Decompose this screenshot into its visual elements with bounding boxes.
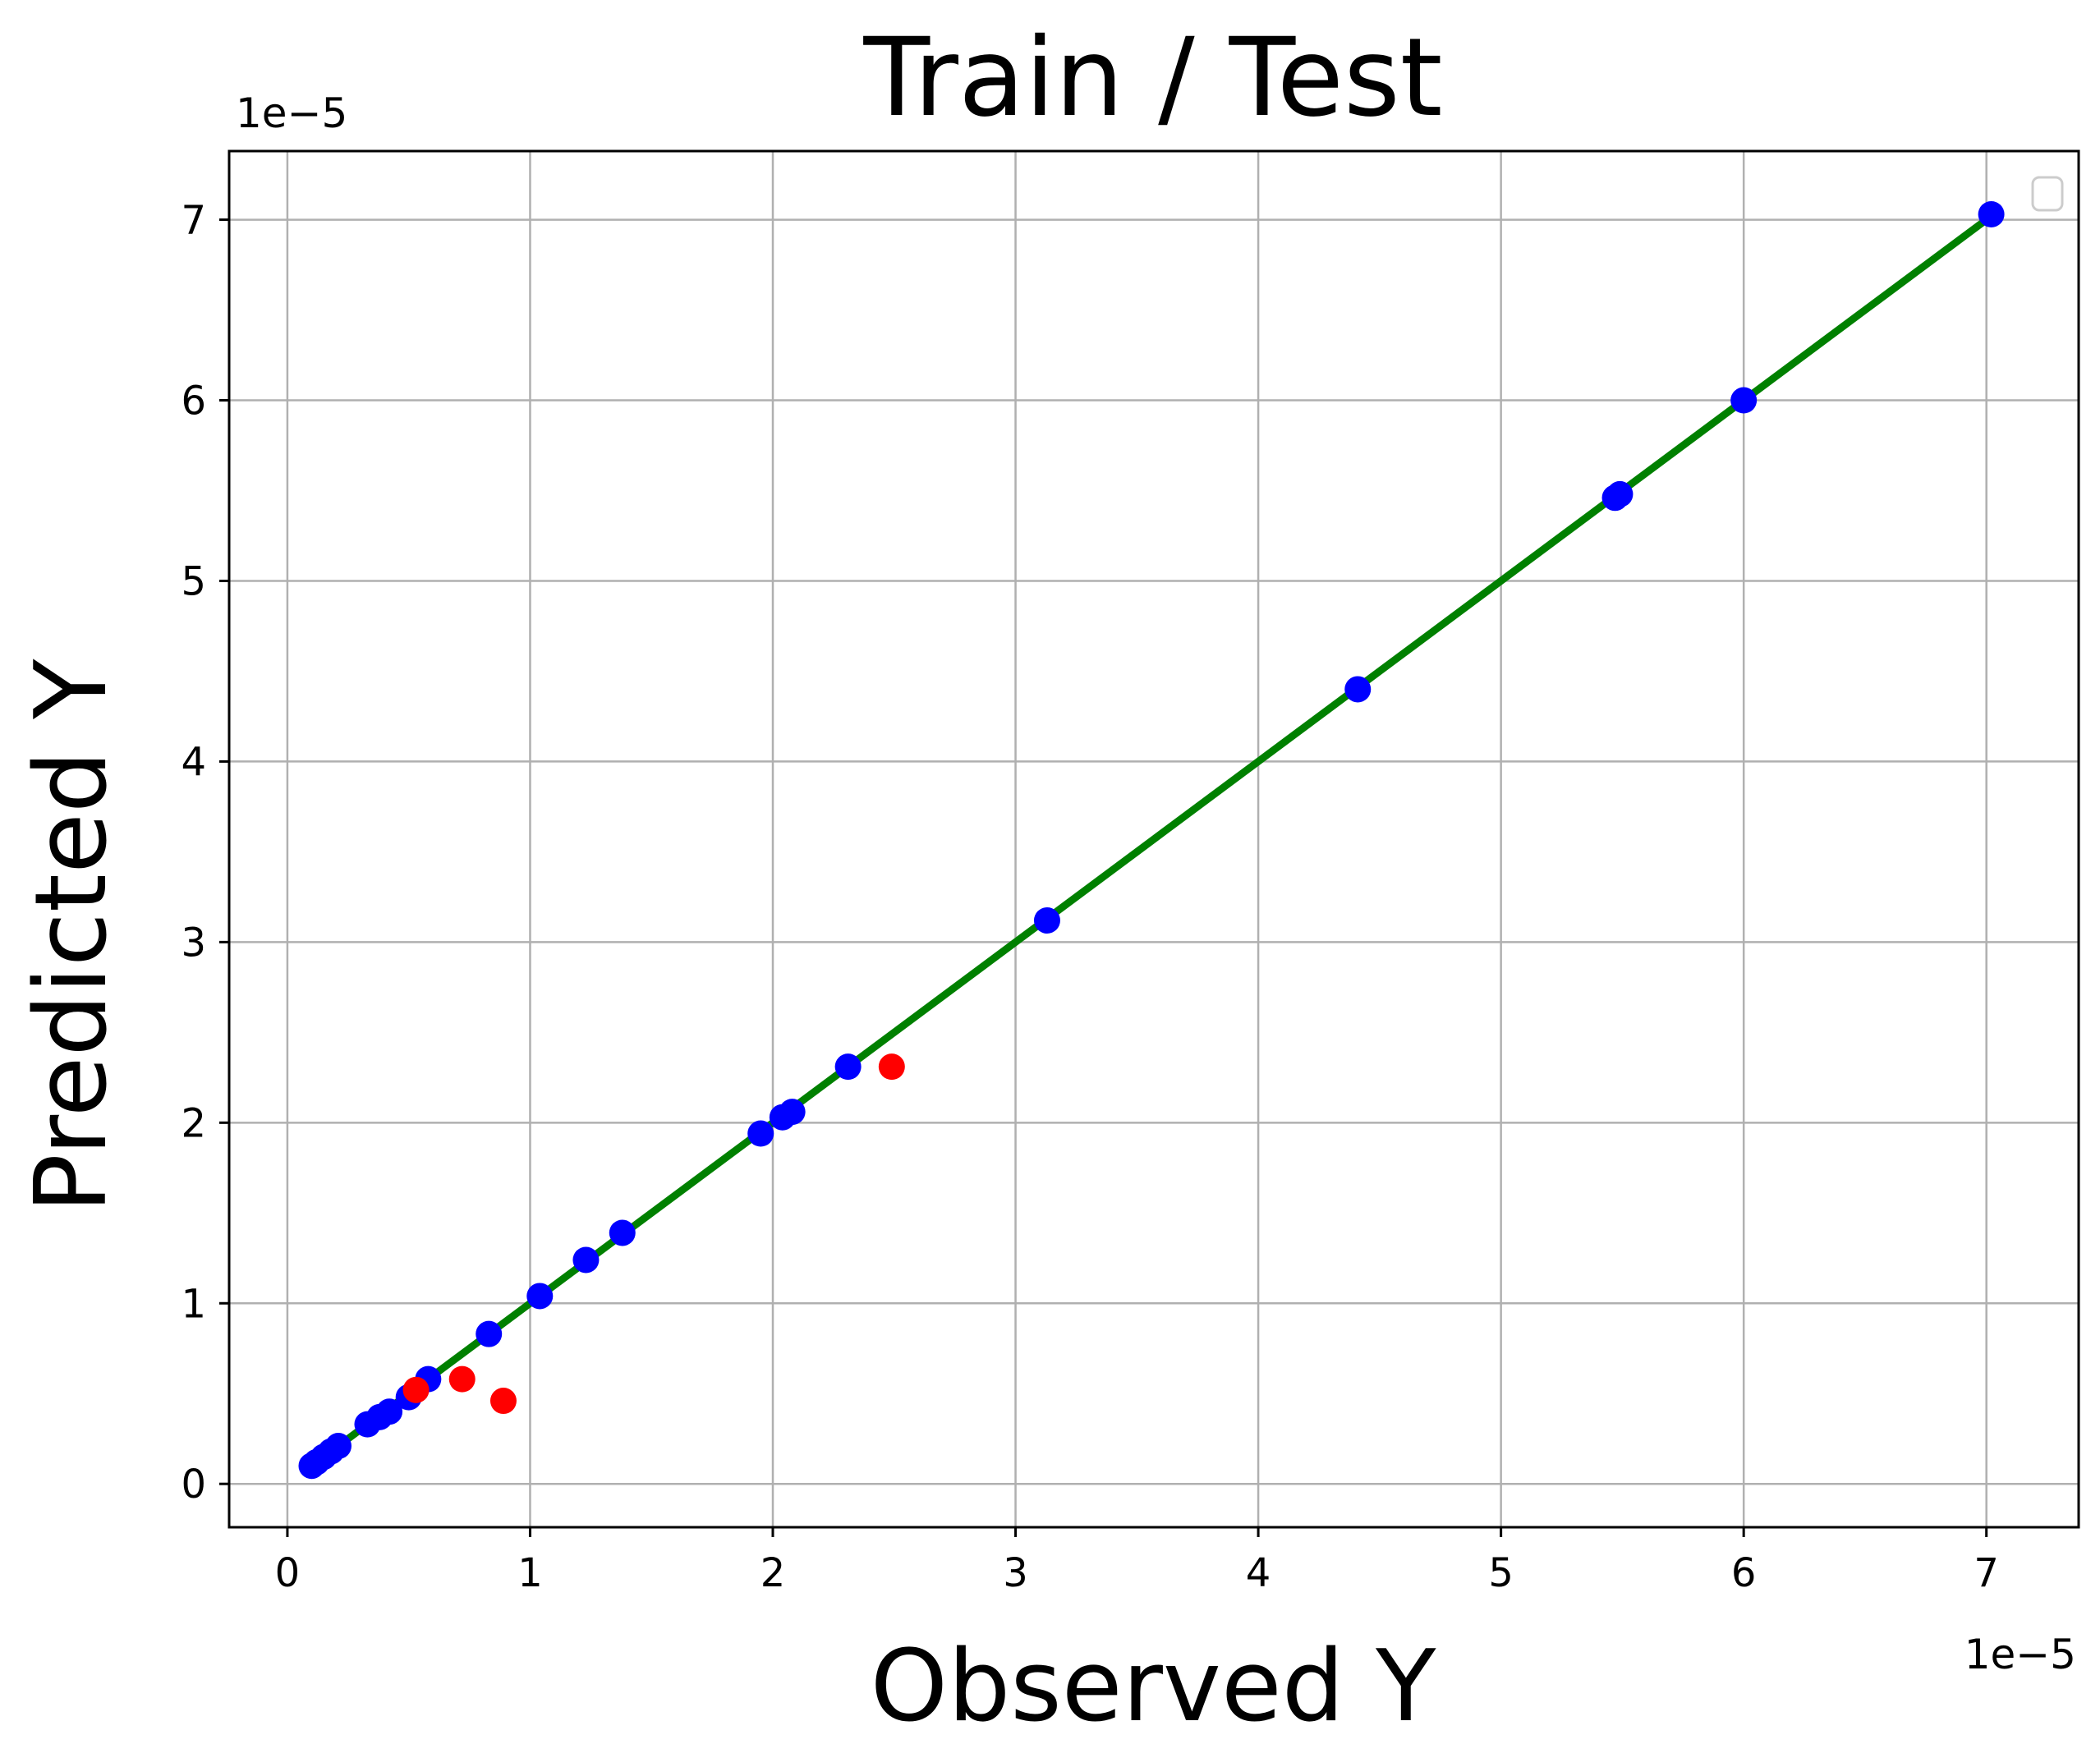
x-tick-label: 2 — [761, 1550, 786, 1596]
y-tick-label: 7 — [181, 198, 206, 244]
train-point — [1344, 676, 1372, 703]
test-point — [402, 1376, 430, 1403]
y-axis-offset-text: 1e−5 — [236, 89, 347, 137]
train-point — [476, 1320, 503, 1347]
train-point — [779, 1099, 806, 1126]
axis-ticks: 0 1 2 3 4 5 6 7 0 1 2 3 4 5 6 7 — [181, 198, 1999, 1596]
train-point — [376, 1398, 403, 1425]
train-point — [1978, 200, 2005, 227]
y-tick-label: 1 — [181, 1281, 206, 1327]
y-tick-label: 4 — [181, 739, 206, 785]
x-axis-label: Observed Y — [871, 1630, 1436, 1744]
x-axis-offset-text: 1e−5 — [1964, 1631, 2076, 1678]
train-point — [834, 1053, 862, 1081]
y-tick-label: 0 — [181, 1462, 206, 1508]
x-tick-label: 0 — [275, 1550, 301, 1596]
x-tick-label: 4 — [1246, 1550, 1271, 1596]
chart-title: Train / Test — [862, 15, 1442, 141]
train-point — [324, 1433, 352, 1460]
y-tick-label: 3 — [181, 920, 206, 966]
y-axis-label: Predicted Y — [15, 659, 129, 1213]
train-point — [1730, 387, 1758, 414]
train-point — [747, 1120, 774, 1147]
test-point — [448, 1365, 476, 1393]
x-tick-label: 5 — [1488, 1550, 1514, 1596]
train-point — [1033, 906, 1060, 934]
x-tick-label: 1 — [517, 1550, 543, 1596]
train-point — [572, 1246, 600, 1274]
legend-box — [2031, 176, 2064, 212]
plot-area-frame — [227, 149, 2080, 1529]
y-tick-label: 2 — [181, 1100, 206, 1146]
data-points — [298, 200, 2005, 1480]
x-tick-label: 7 — [1974, 1550, 1999, 1596]
train-point — [526, 1283, 554, 1310]
y-tick-label: 5 — [181, 558, 206, 604]
x-tick-label: 3 — [1003, 1550, 1028, 1596]
y-tick-label: 6 — [181, 379, 206, 425]
test-point — [489, 1388, 517, 1415]
train-point — [609, 1219, 636, 1246]
x-tick-label: 6 — [1731, 1550, 1757, 1596]
train-point — [1606, 480, 1634, 507]
test-point — [878, 1053, 905, 1081]
grid — [229, 151, 2079, 1527]
